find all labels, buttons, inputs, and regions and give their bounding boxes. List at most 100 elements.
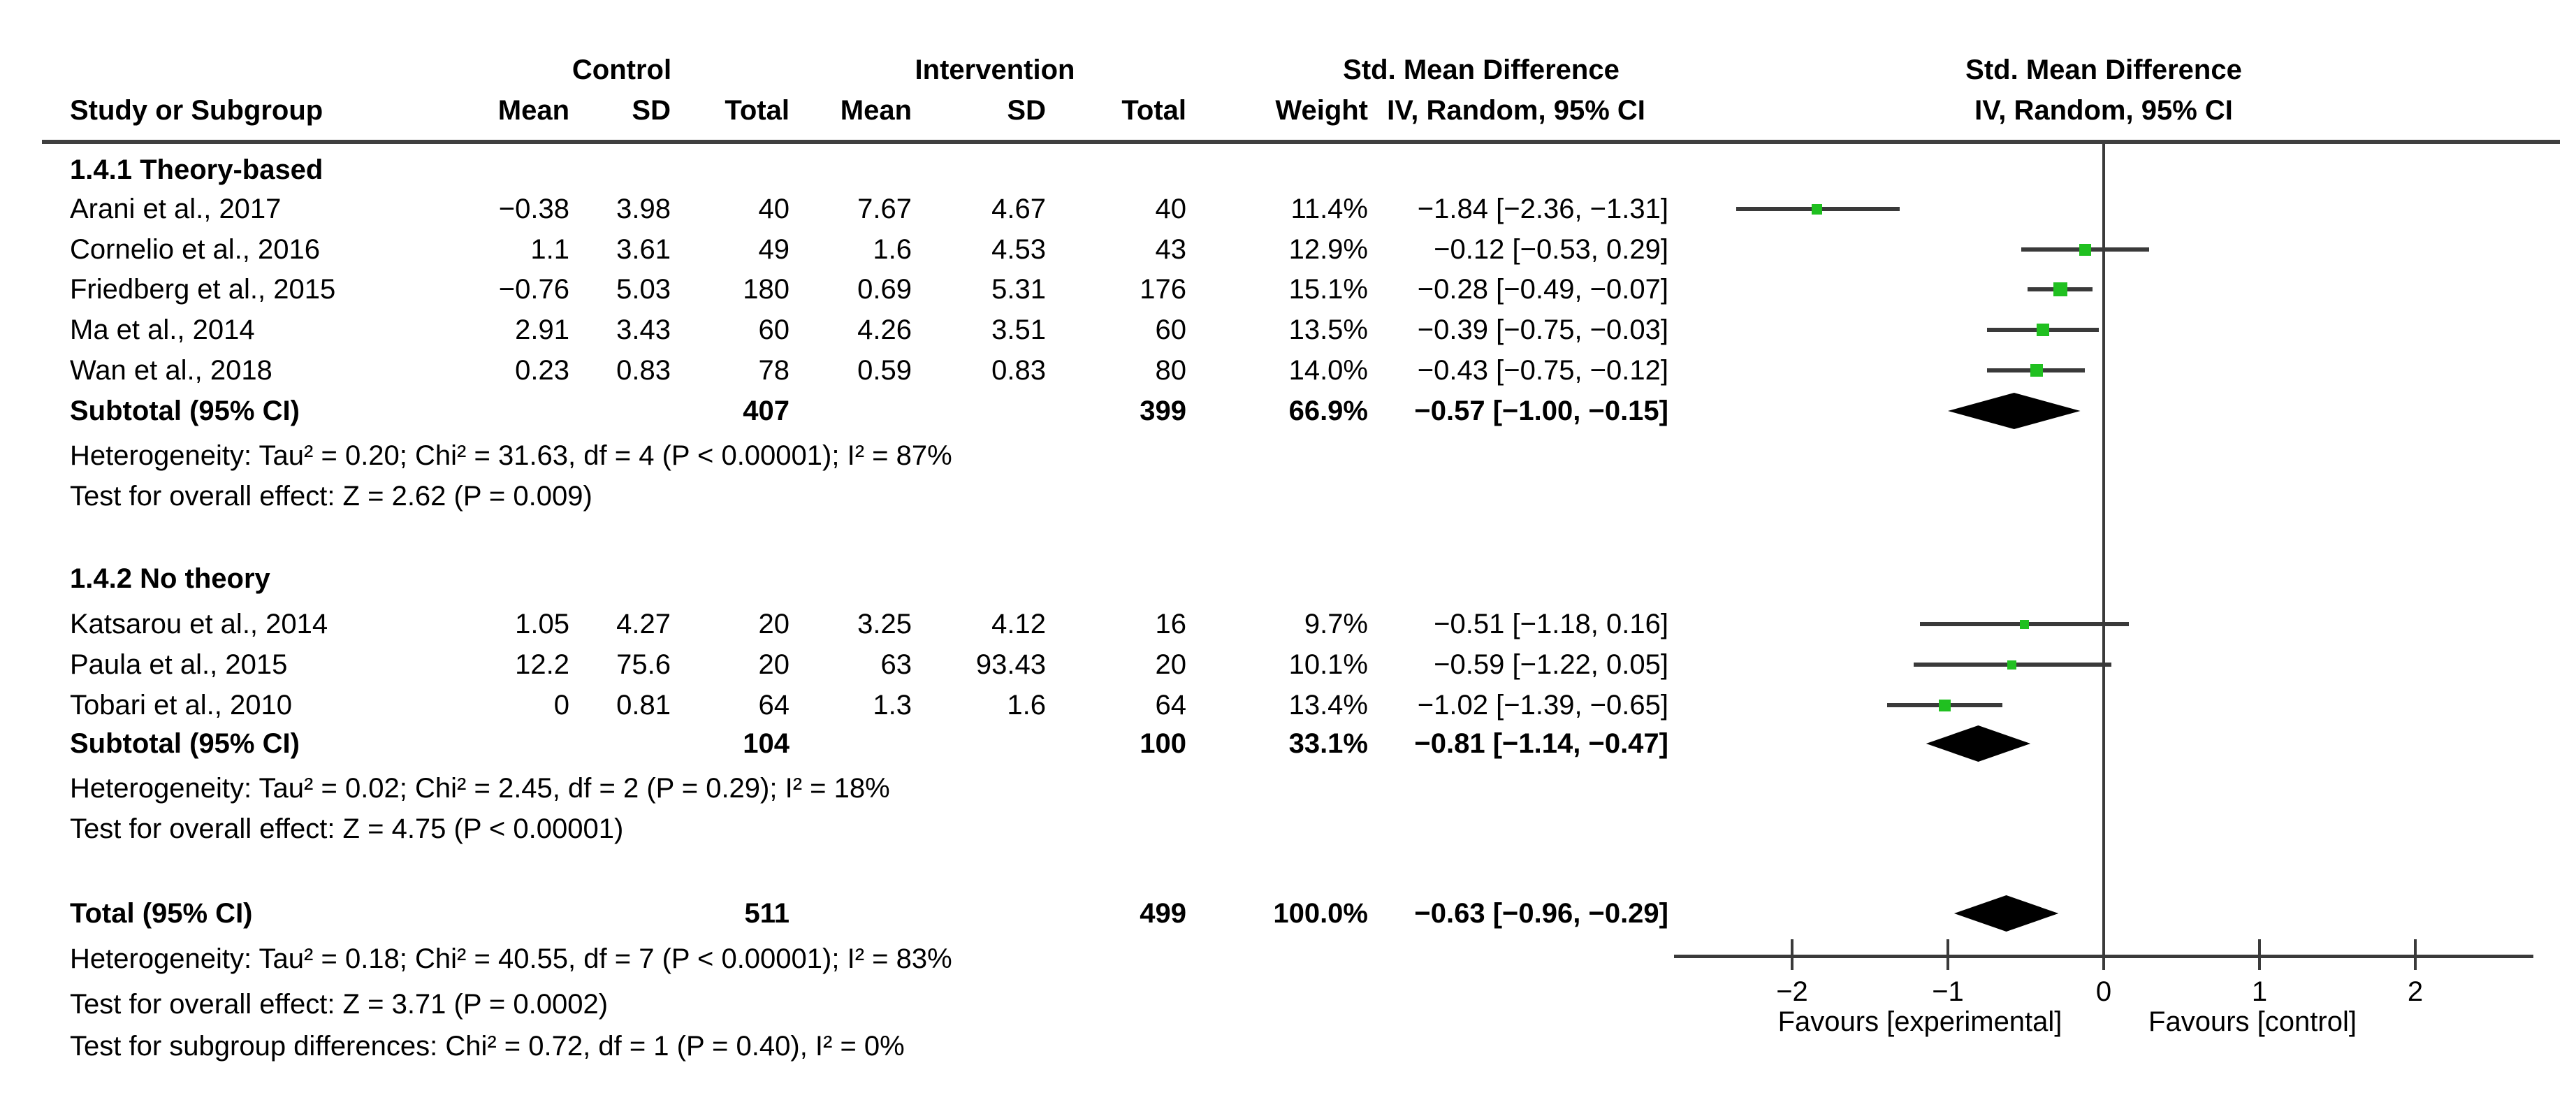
weight-column-header: Weight xyxy=(1275,95,1368,126)
control-sd-header: SD xyxy=(632,95,671,126)
intervention-mean-value: 0.59 xyxy=(857,355,912,386)
intervention-total-value: 40 xyxy=(1155,194,1187,224)
control-total-value: 64 xyxy=(758,690,790,721)
intervention-sd-value: 4.12 xyxy=(991,609,1046,639)
weight-value: 11.4% xyxy=(1290,194,1368,224)
intervention-total-header: Total xyxy=(1121,95,1186,126)
subtotal-label: Subtotal (95% CI) xyxy=(70,728,300,759)
smd-table-header: Std. Mean Difference xyxy=(1343,55,1620,85)
header-separator-rule xyxy=(42,140,2560,144)
intervention-sd-value: 3.51 xyxy=(991,314,1046,345)
control-sd-value: 3.43 xyxy=(616,314,671,345)
favours-right-label: Favours [control] xyxy=(2148,1006,2357,1037)
total-ci-text: −0.63 [−0.96, −0.29] xyxy=(1414,898,1668,929)
axis-tick xyxy=(2414,939,2417,970)
subtotal-intervention-total: 100 xyxy=(1140,728,1186,759)
total-weight: 100.0% xyxy=(1273,898,1368,929)
total-control-total: 511 xyxy=(744,898,789,929)
iv-random-plot-header: IV, Random, 95% CI xyxy=(1974,95,2233,126)
weight-value: 15.1% xyxy=(1288,274,1368,305)
control-sd-value: 0.83 xyxy=(616,355,671,386)
intervention-sd-value: 0.83 xyxy=(991,355,1046,386)
axis-tick-label: −1 xyxy=(1932,976,1964,1007)
axis-tick xyxy=(2102,939,2105,970)
intervention-total-value: 176 xyxy=(1140,274,1186,305)
subtotal-intervention-total: 399 xyxy=(1140,396,1186,426)
intervention-mean-value: 63 xyxy=(880,649,912,680)
intervention-sd-header: SD xyxy=(1007,95,1046,126)
ci-text-value: −0.28 [−0.49, −0.07] xyxy=(1417,274,1668,305)
subgroup-differences-line: Test for subgroup differences: Chi² = 0.… xyxy=(70,1031,905,1062)
control-sd-value: 0.81 xyxy=(616,690,671,721)
control-group-header: Control xyxy=(572,55,672,85)
intervention-sd-value: 4.67 xyxy=(991,194,1046,224)
axis-tick-label: 1 xyxy=(2251,976,2268,1007)
weight-value: 13.4% xyxy=(1288,690,1368,721)
study-name: Ma et al., 2014 xyxy=(70,314,255,345)
zero-line xyxy=(2102,144,2105,956)
axis-tick-label: 2 xyxy=(2407,976,2424,1007)
subtotal-diamond xyxy=(1948,393,2081,429)
study-name: Arani et al., 2017 xyxy=(70,194,282,224)
axis-tick xyxy=(1946,939,1949,970)
smd-plot-header: Std. Mean Difference xyxy=(1965,55,2242,85)
control-mean-value: 12.2 xyxy=(515,649,569,680)
subtotal-control-total: 407 xyxy=(743,396,789,426)
control-total-value: 20 xyxy=(758,649,790,680)
control-total-value: 40 xyxy=(758,194,790,224)
control-total-header: Total xyxy=(725,95,789,126)
intervention-total-value: 60 xyxy=(1155,314,1187,345)
overall-effect-line: Test for overall effect: Z = 2.62 (P = 0… xyxy=(70,481,592,512)
intervention-mean-value: 0.69 xyxy=(857,274,912,305)
intervention-total-value: 16 xyxy=(1155,609,1187,639)
study-name: Wan et al., 2018 xyxy=(70,355,272,386)
intervention-mean-value: 4.26 xyxy=(857,314,912,345)
intervention-sd-value: 5.31 xyxy=(991,274,1046,305)
subtotal-ci-text: −0.81 [−1.14, −0.47] xyxy=(1414,728,1668,759)
control-mean-value: −0.38 xyxy=(498,194,569,224)
iv-random-table-header: IV, Random, 95% CI xyxy=(1387,95,1645,126)
weight-value: 14.0% xyxy=(1288,355,1368,386)
ci-text-value: −1.84 [−2.36, −1.31] xyxy=(1417,194,1668,224)
control-sd-value: 4.27 xyxy=(616,609,671,639)
control-total-value: 78 xyxy=(758,355,790,386)
weight-value: 12.9% xyxy=(1288,234,1368,265)
study-name: Tobari et al., 2010 xyxy=(70,690,292,721)
subgroup-label: 1.4.2 No theory xyxy=(70,563,270,594)
intervention-total-value: 43 xyxy=(1155,234,1187,265)
control-sd-value: 3.61 xyxy=(616,234,671,265)
ci-text-value: −0.39 [−0.75, −0.03] xyxy=(1417,314,1668,345)
axis-tick xyxy=(2258,939,2261,970)
point-estimate-square xyxy=(2037,324,2050,336)
control-total-value: 60 xyxy=(758,314,790,345)
subtotal-ci-text: −0.57 [−1.00, −0.15] xyxy=(1414,396,1668,426)
heterogeneity-line: Heterogeneity: Tau² = 0.02; Chi² = 2.45,… xyxy=(70,773,890,804)
total-label: Total (95% CI) xyxy=(70,898,253,929)
intervention-sd-value: 4.53 xyxy=(991,234,1046,265)
weight-value: 13.5% xyxy=(1288,314,1368,345)
intervention-sd-value: 93.43 xyxy=(975,649,1046,680)
ci-text-value: −0.12 [−0.53, 0.29] xyxy=(1434,234,1668,265)
ci-text-value: −0.43 [−0.75, −0.12] xyxy=(1417,355,1668,386)
subtotal-label: Subtotal (95% CI) xyxy=(70,396,300,426)
control-total-value: 20 xyxy=(758,609,790,639)
point-estimate-square xyxy=(2030,364,2044,377)
intervention-total-value: 80 xyxy=(1155,355,1187,386)
point-estimate-square xyxy=(1812,203,1823,215)
point-estimate-square xyxy=(2053,282,2067,296)
point-estimate-square xyxy=(2019,619,2029,629)
weight-value: 10.1% xyxy=(1288,649,1368,680)
point-estimate-square xyxy=(2007,660,2016,670)
ci-text-value: −1.02 [−1.39, −0.65] xyxy=(1417,690,1668,721)
axis-tick-label: −2 xyxy=(1776,976,1808,1007)
subtotal-control-total: 104 xyxy=(743,728,789,759)
control-total-value: 180 xyxy=(743,274,789,305)
control-mean-value: −0.76 xyxy=(498,274,569,305)
study-name: Cornelio et al., 2016 xyxy=(70,234,321,265)
intervention-mean-value: 1.3 xyxy=(873,690,912,721)
favours-left-label: Favours [experimental] xyxy=(1777,1006,2062,1037)
control-mean-value: 2.91 xyxy=(515,314,569,345)
subtotal-weight: 66.9% xyxy=(1288,396,1368,426)
ci-text-value: −0.59 [−1.22, 0.05] xyxy=(1434,649,1668,680)
